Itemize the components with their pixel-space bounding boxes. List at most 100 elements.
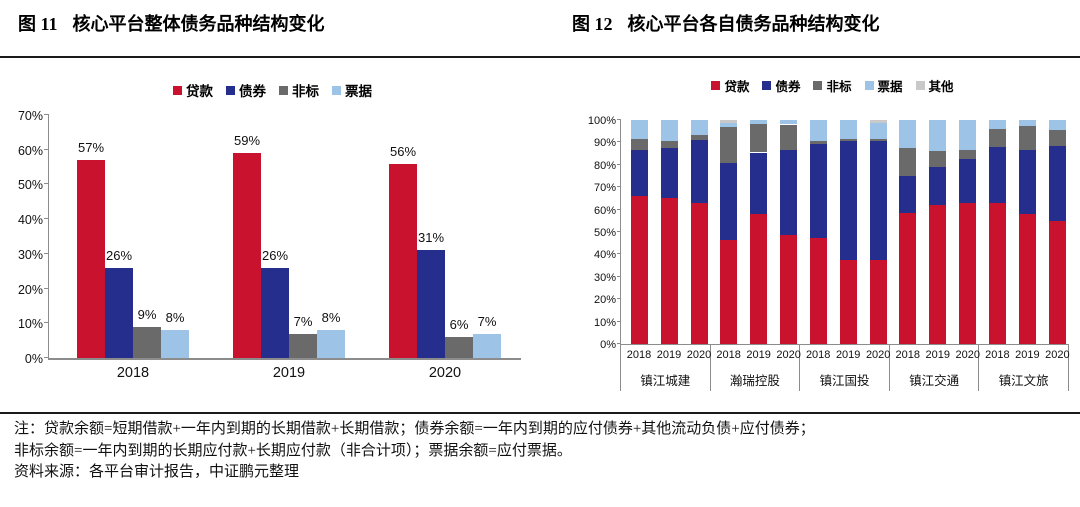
axis-year-label: 2018 [805, 349, 831, 361]
stack-segment-其他-瀚瑞控股-2018 [720, 120, 738, 124]
y-tick-mark [44, 322, 49, 324]
stack-segment-贷款-镇江国投-2019 [839, 260, 857, 344]
axis-group-label: 镇江国投 [819, 374, 870, 388]
stack-segment-非标-镇江文旅-2019 [1018, 125, 1036, 151]
stack-segment-债券-瀚瑞控股-2018 [720, 162, 738, 240]
stack-segment-债券-瀚瑞控股-2019 [750, 152, 768, 215]
left-chart-legend: 贷款 债券 非标 票据 [10, 80, 535, 100]
stack-segment-贷款-瀚瑞控股-2019 [750, 214, 768, 344]
axis-group-cell-镇江文旅: 2018 2019 2020 镇江文旅 [979, 344, 1070, 391]
bar-value-label: 56% [389, 143, 417, 159]
legend-label: 非标 [826, 80, 852, 94]
axis-year-label: 2020 [1045, 349, 1070, 361]
y-tick-mark [617, 275, 621, 277]
stack-segment-票据-瀚瑞控股-2020 [780, 120, 798, 125]
y-tick-mark [617, 298, 621, 300]
legend-swatch-3 [279, 85, 288, 95]
stack-segment-债券-瀚瑞控股-2020 [780, 150, 798, 236]
bar-非标-2019 [289, 333, 317, 358]
stack-segment-票据-镇江交通-2020 [959, 120, 977, 151]
stack-segment-非标-镇江国投-2019 [839, 139, 857, 142]
right-chart-category-axis: 2018 2019 2020 镇江城建 2018 2019 2020 瀚瑞控股 2018 2019… [620, 344, 1070, 391]
stack-segment-债券-镇江文旅-2019 [1018, 150, 1036, 215]
bar-value-label: 59% [233, 133, 261, 149]
stack-segment-票据-镇江文旅-2020 [1048, 120, 1066, 131]
stack-segment-债券-镇江交通-2020 [959, 159, 977, 203]
y-tick-label: 50% [593, 227, 616, 239]
stack-segment-债券-镇江国投-2020 [869, 141, 887, 260]
bar-债券-2018 [105, 267, 133, 358]
axis-group-label: 镇江文旅 [998, 374, 1049, 388]
bottom-divider-rule [0, 412, 1080, 414]
legend-swatch-1 [173, 85, 182, 95]
axis-year-label: 2019 [1015, 349, 1040, 361]
axis-year-label: 2019 [925, 349, 951, 361]
legend-item: 债券 [226, 80, 266, 100]
legend-swatch-1 [711, 81, 721, 90]
y-tick-label: 80% [593, 159, 616, 172]
stack-segment-债券-镇江交通-2018 [899, 176, 917, 213]
axis-year-label: 2018 [895, 349, 921, 361]
bar-贷款-2019 [233, 153, 261, 358]
bar-value-label: 31% [417, 230, 445, 246]
y-tick-mark [617, 186, 621, 188]
stack-segment-贷款-瀚瑞控股-2018 [720, 239, 738, 344]
y-tick-label: 0% [600, 339, 616, 351]
axis-year-label: 2019 [656, 349, 682, 361]
y-tick-mark [617, 141, 621, 143]
legend-item: 非标 [813, 76, 852, 95]
stack-segment-非标-镇江国投-2018 [809, 141, 827, 144]
stack-segment-票据-镇江国投-2020 [869, 123, 887, 140]
bar-票据-2018 [161, 330, 189, 358]
stack-segment-贷款-镇江文旅-2020 [1048, 220, 1066, 344]
legend-label: 其他 [928, 80, 954, 94]
bar-债券-2020 [417, 250, 445, 358]
y-tick-label: 0% [24, 352, 43, 366]
stack-segment-贷款-镇江文旅-2018 [988, 202, 1006, 344]
axis-group-cell-镇江城建: 2018 2019 2020 镇江城建 [621, 344, 711, 391]
y-tick-mark [44, 287, 49, 289]
axis-year-label: 2020 [776, 349, 801, 361]
stack-segment-贷款-镇江城建-2018 [630, 196, 648, 344]
stack-segment-非标-瀚瑞控股-2018 [720, 126, 738, 163]
y-tick-label: 10% [17, 317, 43, 332]
stack-segment-票据-镇江城建-2020 [690, 120, 708, 135]
axis-year-label: 2020 [686, 349, 712, 361]
stack-segment-债券-镇江国投-2018 [809, 143, 827, 238]
y-tick-label: 90% [593, 137, 616, 150]
stack-segment-票据-镇江交通-2018 [899, 120, 917, 148]
legend-swatch-2 [226, 85, 235, 95]
legend-label: 贷款 [186, 84, 213, 99]
axis-group-cell-镇江国投: 2018 2019 2020 镇江国投 [800, 344, 890, 391]
axis-group-cell-镇江交通: 2018 2019 2020 镇江交通 [890, 344, 980, 391]
y-tick-mark [44, 357, 49, 358]
axis-year-label: 2018 [626, 349, 652, 361]
bar-非标-2018 [133, 326, 161, 358]
stack-segment-非标-镇江城建-2019 [660, 141, 678, 148]
bar-债券-2019 [261, 267, 289, 358]
x-category-label: 2019 [272, 365, 306, 381]
legend-swatch-2 [762, 81, 772, 90]
y-tick-mark [44, 218, 49, 220]
legend-label: 非标 [292, 84, 319, 99]
bar-非标-2020 [445, 337, 473, 358]
stack-segment-非标-镇江城建-2018 [630, 139, 648, 151]
axis-year-label: 2019 [746, 349, 771, 361]
axis-year-label: 2020 [955, 349, 981, 361]
stack-segment-债券-镇江城建-2020 [690, 140, 708, 203]
stack-segment-其他-镇江国投-2020 [869, 120, 887, 124]
stack-segment-票据-瀚瑞控股-2019 [750, 120, 768, 125]
axis-year-label: 2020 [865, 349, 891, 361]
figure-12-label: 图 12 [572, 14, 613, 34]
right-chart-legend: 贷款 债券 非标 票据 其他 [585, 76, 1080, 95]
bar-value-label: 26% [105, 247, 133, 263]
axis-year-label: 2019 [835, 349, 861, 361]
stack-segment-非标-瀚瑞控股-2019 [750, 124, 768, 153]
footnotes: 注：贷款余额=短期借款+一年内到期的长期借款+长期借款；债券余额=一年内到期的应… [14, 419, 1072, 484]
stack-segment-非标-镇江国投-2020 [869, 139, 887, 142]
legend-item: 贷款 [711, 76, 749, 95]
bar-value-label: 6% [449, 317, 469, 333]
figure-11-label: 图 11 [18, 14, 58, 34]
bar-value-label: 7% [477, 313, 497, 329]
